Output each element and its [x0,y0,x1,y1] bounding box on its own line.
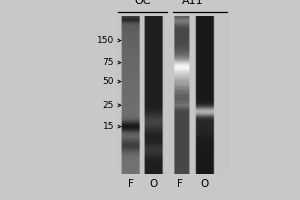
Text: O: O [200,179,208,189]
Text: 25: 25 [103,101,114,110]
Text: A11: A11 [182,0,204,6]
Text: F: F [128,179,134,189]
Text: F: F [177,179,183,189]
Text: OC: OC [135,0,152,6]
Text: 15: 15 [103,122,114,131]
Text: 150: 150 [97,36,114,45]
Text: 50: 50 [103,77,114,86]
Text: 75: 75 [103,58,114,67]
Text: O: O [149,179,157,189]
